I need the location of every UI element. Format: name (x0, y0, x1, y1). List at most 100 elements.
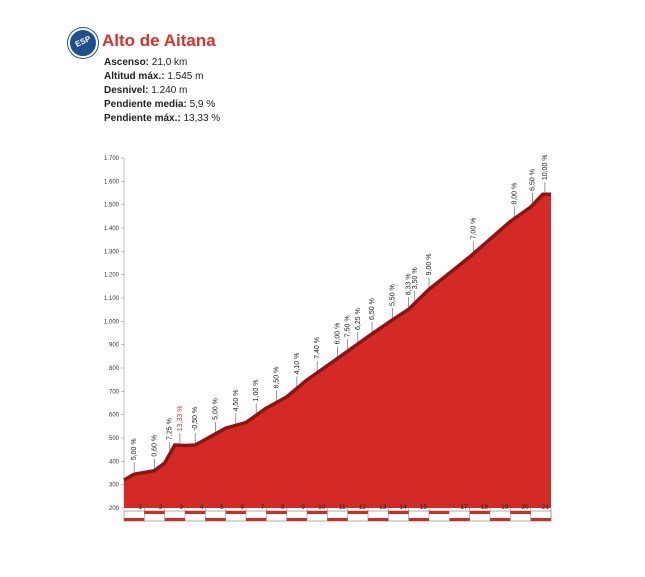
gradient-label: 7,50 % (345, 315, 352, 337)
km-strip-band (429, 511, 450, 514)
km-strip-band (490, 518, 511, 521)
stat-row-pendiente-media: Pendiente media: 5,9 % (104, 98, 220, 112)
y-tick-label: 1.100 (104, 296, 120, 302)
y-tick-label: 1.400 (104, 226, 120, 232)
stat-row-pendiente-max: Pendiente máx.: 13,33 % (104, 112, 220, 126)
gradient-label: 5,00 % (213, 398, 220, 420)
km-strip-band (347, 511, 368, 514)
gradient-label: 6,00 % (335, 323, 342, 345)
x-tick-label: 19 (501, 504, 509, 511)
km-strip-band (327, 518, 348, 521)
x-tick-label: 8 (281, 504, 285, 511)
km-strip-band (388, 511, 409, 514)
x-tick-label: 9 (301, 504, 305, 511)
y-tick-label: 1.700 (104, 156, 120, 162)
km-strip-band (246, 518, 267, 521)
x-tick-label: 21 (542, 504, 550, 511)
x-tick-label: 11 (339, 504, 346, 511)
gradient-label: 6,50 % (530, 169, 537, 191)
stat-label: Ascenso: (104, 57, 150, 68)
y-tick-label: 1.000 (104, 319, 120, 325)
x-tick-label: 20 (521, 504, 529, 511)
gradient-label: 8,33 % (406, 273, 413, 295)
gradient-label: 7,00 % (471, 218, 478, 240)
y-tick-label: 1.300 (104, 249, 120, 255)
x-tick-label: 1 (139, 504, 143, 511)
km-strip-band (185, 511, 206, 514)
x-tick-label: 12 (359, 504, 367, 511)
stat-value: 5,9 % (189, 99, 216, 110)
y-tick-label: 800 (109, 366, 120, 372)
km-strip-band (368, 518, 389, 521)
x-tick-label: 17 (460, 504, 468, 511)
y-tick-label: 1.200 (104, 273, 120, 279)
gradient-label: 6,25 % (355, 308, 362, 330)
gradient-label: 6,50 % (369, 298, 376, 320)
x-tick-label: 5 (220, 504, 224, 511)
gradient-label: 3,50 % (412, 267, 419, 289)
stat-label: Pendiente media: (104, 99, 187, 110)
stat-label: Desnivel: (104, 85, 149, 96)
x-tick-label: 18 (481, 504, 489, 511)
y-tick-label: 300 (109, 483, 120, 489)
y-tick-label: 200 (109, 506, 120, 512)
km-strip-band (469, 511, 490, 514)
km-strip-band (449, 518, 470, 521)
km-strip-band (164, 518, 185, 521)
elevation-area (124, 194, 551, 508)
elevation-edge (123, 192, 551, 482)
stat-value: 13,33 % (183, 113, 221, 124)
stat-row-desnivel: Desnivel: 1.240 m (104, 84, 220, 98)
climb-title: Alto de Aitana (102, 31, 216, 50)
gradient-label: 4,10 % (294, 353, 301, 375)
stat-value: 1.240 m (151, 85, 188, 96)
km-strip-band (510, 511, 531, 514)
km-strip-band (530, 518, 551, 521)
km-strip-band (408, 518, 429, 521)
x-tick-label: 6 (240, 504, 244, 511)
gradient-label: 7,40 % (314, 337, 321, 359)
km-strip-band (144, 511, 165, 514)
x-tick-label: 13 (379, 504, 387, 511)
gradient-label: 4,50 % (233, 390, 240, 412)
y-tick-label: 500 (109, 436, 120, 442)
x-tick-label: 3 (179, 504, 183, 511)
gradient-label: 1,00 % (253, 380, 260, 402)
stat-label: Pendiente máx.: (104, 113, 181, 124)
gradient-label: 6,50 % (274, 367, 281, 389)
x-tick-label: 15 (420, 504, 428, 511)
gradient-label: 5,00 % (131, 438, 138, 460)
km-strip-band (307, 511, 328, 514)
y-tick-label: 400 (109, 459, 120, 465)
km-strip-band (124, 518, 145, 521)
esp-logo-icon: ESP (68, 28, 98, 58)
stat-value: 21,0 km (151, 57, 188, 68)
gradient-label: 8,00 % (511, 183, 518, 205)
stat-row-altitud: Altitud máx.: 1.545 m (104, 70, 220, 84)
gradient-label: 7,25 % (167, 418, 174, 440)
gradient-label: 5,50 % (389, 284, 396, 306)
gradient-label: 13,33 % (177, 406, 184, 432)
gradient-label: 0,60 % (152, 435, 159, 457)
x-tick-label: 14 (399, 504, 407, 511)
km-strip-band (266, 511, 287, 514)
y-tick-label: 1.600 (104, 179, 120, 185)
km-strip-band (205, 518, 226, 521)
climb-stats: Ascenso: 21,0 km Altitud máx.: 1.545 m D… (104, 56, 220, 126)
gradient-label: 9,00 % (426, 254, 433, 276)
x-tick-label: 7 (261, 504, 265, 511)
y-tick-label: 600 (109, 413, 120, 419)
km-strip-band (286, 518, 307, 521)
y-tick-label: 700 (109, 389, 120, 395)
y-tick-label: 1.500 (104, 203, 120, 209)
stat-value: 1.545 m (167, 71, 204, 82)
gradient-label: 10,00 % (542, 154, 549, 180)
x-tick-label: 4 (200, 504, 204, 511)
gradient-label: -0,50 % (192, 407, 199, 431)
y-tick-label: 900 (109, 343, 120, 349)
stat-row-ascenso: Ascenso: 21,0 km (104, 56, 220, 70)
km-strip-band (225, 511, 246, 514)
stat-label: Altitud máx.: (104, 71, 165, 82)
x-tick-label: 10 (318, 504, 326, 511)
